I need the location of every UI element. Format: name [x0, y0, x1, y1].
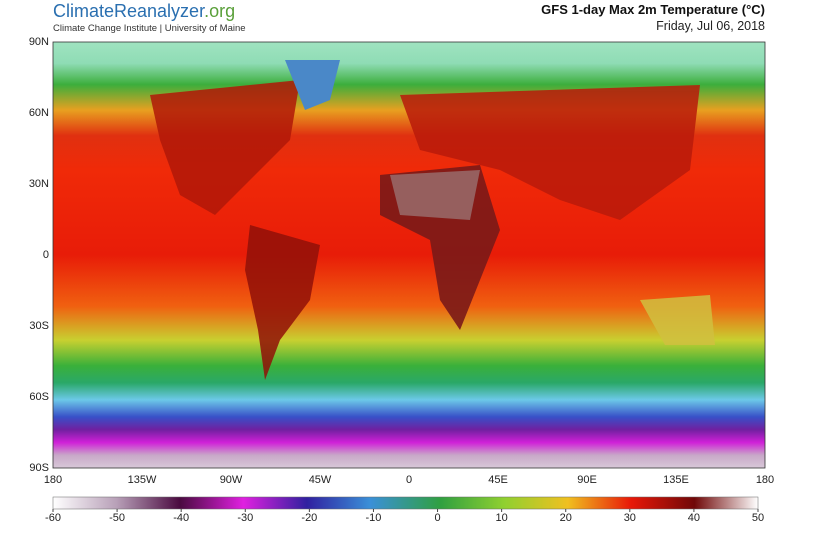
colorbar-label: 0: [434, 512, 440, 524]
lat-label: 30N: [29, 178, 49, 190]
logo-main: ClimateReanalyzer: [53, 1, 205, 21]
colorbar-label: 30: [624, 512, 636, 524]
colorbar-label: -50: [109, 512, 125, 524]
lat-label: 30S: [29, 320, 49, 332]
australia: [640, 295, 715, 345]
sahara: [390, 170, 480, 220]
colorbar-label: -40: [173, 512, 189, 524]
colorbar: [52, 496, 759, 510]
lon-label: 90W: [220, 474, 243, 486]
lon-label: 45W: [309, 474, 332, 486]
south-america: [245, 225, 320, 380]
colorbar-label: -10: [366, 512, 382, 524]
colorbar-label: 20: [560, 512, 572, 524]
lon-label: 135E: [663, 474, 689, 486]
colorbar-label: 50: [752, 512, 764, 524]
colorbar-label: 10: [496, 512, 508, 524]
colorbar-label: -30: [237, 512, 253, 524]
affiliation: Climate Change Institute | University of…: [53, 23, 246, 34]
logo-suffix: .org: [204, 1, 235, 21]
north-america: [150, 80, 300, 215]
lat-label: 90N: [29, 36, 49, 48]
greenland: [285, 60, 340, 110]
colorbar-label: -60: [45, 512, 61, 524]
colorbar-label: -20: [301, 512, 317, 524]
lat-label: 0: [43, 249, 49, 261]
map-date: Friday, Jul 06, 2018: [656, 19, 765, 33]
lon-label: 45E: [488, 474, 508, 486]
map: [52, 41, 766, 469]
map-title: GFS 1-day Max 2m Temperature (°C): [541, 2, 765, 17]
lon-label: 135W: [128, 474, 157, 486]
eurasia: [400, 85, 700, 220]
lon-label: 180: [44, 474, 62, 486]
lat-label: 90S: [29, 462, 49, 474]
map-frame: [52, 41, 766, 469]
lat-label: 60N: [29, 107, 49, 119]
lat-label: 60S: [29, 391, 49, 403]
colorbar-label: 40: [688, 512, 700, 524]
lon-label: 180: [756, 474, 774, 486]
lon-label: 90E: [577, 474, 597, 486]
lon-label: 0: [406, 474, 412, 486]
logo[interactable]: ClimateReanalyzer.org: [53, 1, 235, 21]
